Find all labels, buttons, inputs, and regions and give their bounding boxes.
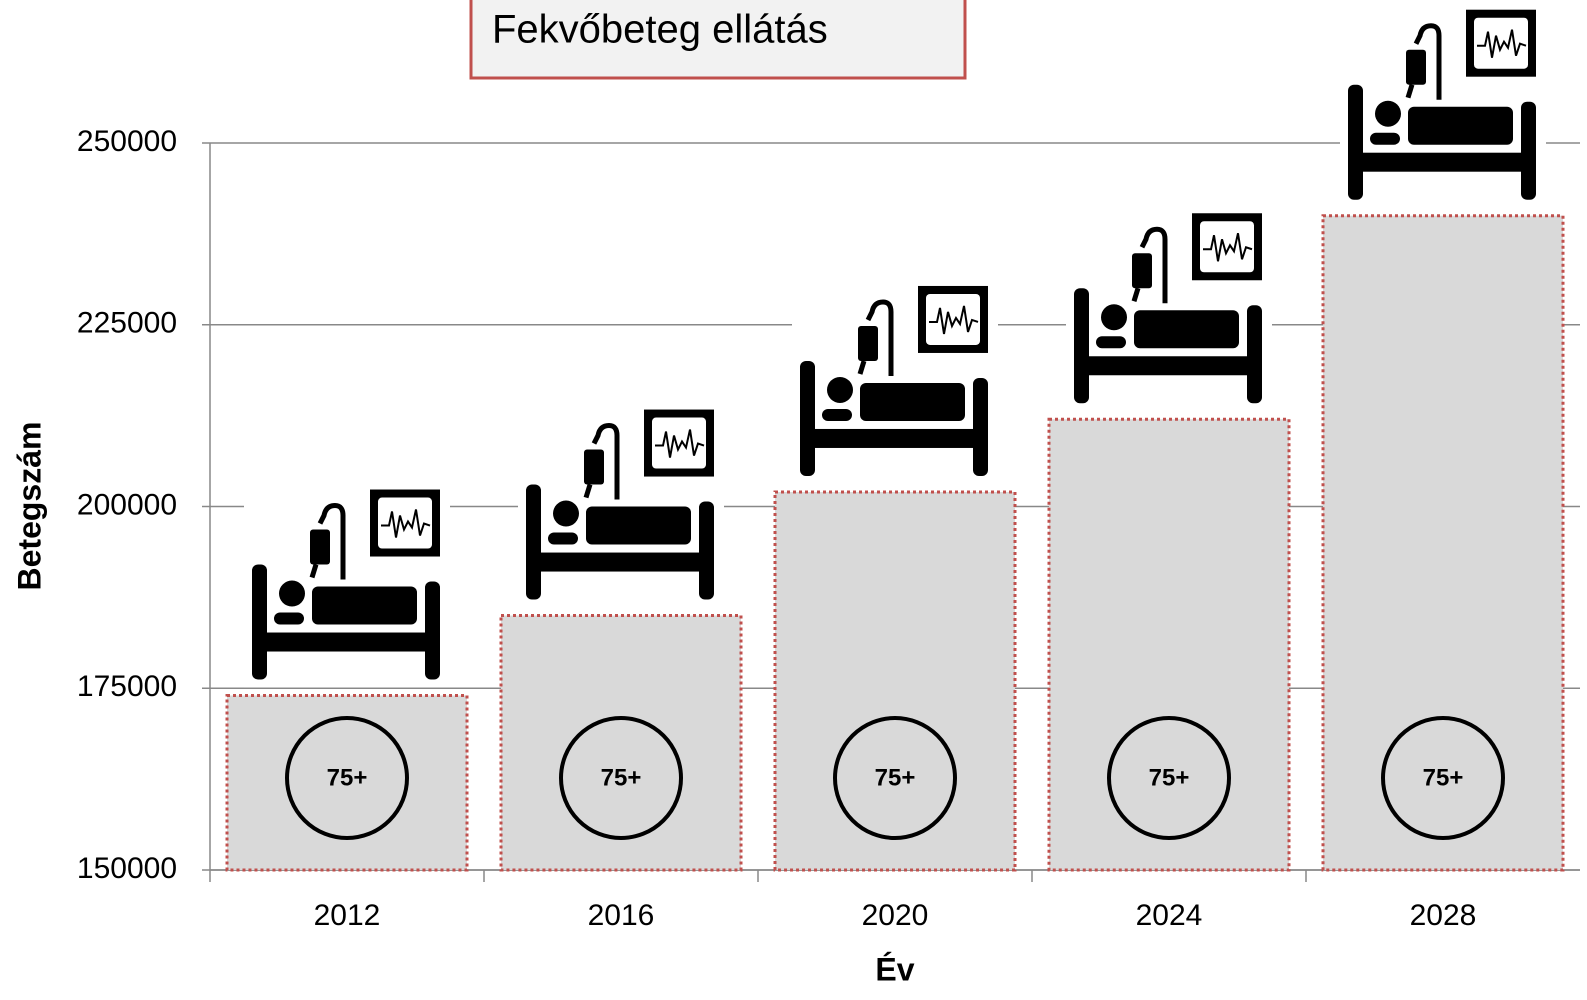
bed-icon: [1340, 1, 1546, 208]
mattress: [586, 506, 691, 545]
age-label: 75+: [1149, 764, 1190, 791]
monitor-wave: [1477, 29, 1527, 58]
head: [1101, 304, 1127, 331]
x-tick-label: 2020: [862, 899, 929, 932]
x-tick-label: 2028: [1410, 899, 1477, 932]
pillow: [1370, 132, 1400, 145]
age-circle: [1107, 716, 1231, 840]
mattress: [312, 586, 417, 625]
bar: [499, 614, 743, 872]
y-tick-label: 150000: [77, 852, 177, 885]
mattress: [1408, 106, 1513, 145]
age-label: 75+: [875, 764, 916, 791]
monitor-wave: [655, 429, 705, 458]
pillow: [274, 612, 304, 625]
head: [1375, 100, 1401, 127]
iv-pole: [857, 299, 894, 376]
iv-bag: [1132, 253, 1152, 289]
bed-post: [1074, 288, 1089, 404]
bar: [773, 490, 1017, 872]
monitor-screen: [1200, 221, 1254, 273]
pillow: [822, 408, 852, 421]
pillow: [1096, 336, 1126, 349]
bed-post: [800, 360, 815, 476]
iv-bag: [310, 529, 330, 565]
x-tick-label: 2024: [1136, 899, 1203, 932]
bar: [225, 694, 469, 872]
chart-title: Fekvőbeteg ellátás: [492, 8, 828, 52]
y-tick-label: 250000: [77, 125, 177, 158]
mattress: [860, 382, 965, 421]
age-label: 75+: [327, 764, 368, 791]
age-circle: [833, 716, 957, 840]
y-tick-label: 225000: [77, 307, 177, 340]
age-label: 75+: [1423, 764, 1464, 791]
age-circle: [285, 716, 409, 840]
age-label: 75+: [601, 764, 642, 791]
monitor-screen: [378, 497, 432, 549]
monitor-screen: [926, 293, 980, 345]
bed-post: [1348, 84, 1363, 200]
bed-icon: [792, 277, 998, 484]
head: [827, 376, 853, 403]
x-tick-label: 2016: [588, 899, 655, 932]
pillow: [548, 532, 578, 545]
monitor-wave: [381, 509, 431, 538]
bed-icon: [518, 401, 724, 608]
y-axis-label: Betegszám: [11, 422, 47, 591]
title-box: [469, 0, 967, 80]
bed-post: [973, 377, 988, 476]
iv-bag: [1406, 49, 1426, 85]
bed-post: [425, 581, 440, 680]
iv-pole: [583, 423, 620, 500]
bed-base: [1074, 356, 1262, 376]
bed-base: [1348, 152, 1536, 172]
bed-post: [1247, 305, 1262, 404]
iv-pole: [1131, 226, 1168, 304]
y-tick-label: 200000: [77, 488, 177, 521]
iv-bag: [858, 325, 878, 361]
iv-pole: [1405, 23, 1442, 100]
monitor-screen: [652, 417, 706, 469]
bed-icon: [244, 481, 450, 688]
bar: [1321, 214, 1565, 872]
y-tick-label: 175000: [77, 670, 177, 703]
head: [553, 500, 579, 527]
bed-post: [526, 484, 541, 600]
bed-icon: [1066, 205, 1272, 412]
monitor-screen: [1474, 17, 1528, 69]
mattress: [1134, 310, 1239, 349]
bed-post: [699, 501, 714, 600]
iv-bag: [584, 449, 604, 485]
age-circle: [559, 716, 683, 840]
age-circle: [1381, 716, 1505, 840]
bed-base: [252, 632, 440, 652]
head: [279, 580, 305, 607]
x-tick-label: 2012: [314, 899, 381, 932]
bar: [1047, 417, 1291, 872]
bed-base: [800, 428, 988, 448]
bed-post: [1521, 101, 1536, 200]
iv-pole: [309, 503, 346, 580]
monitor-wave: [1203, 233, 1253, 262]
monitor-wave: [929, 305, 979, 335]
bed-post: [252, 564, 267, 680]
x-axis-label: Év: [875, 951, 914, 987]
bed-base: [526, 552, 714, 572]
